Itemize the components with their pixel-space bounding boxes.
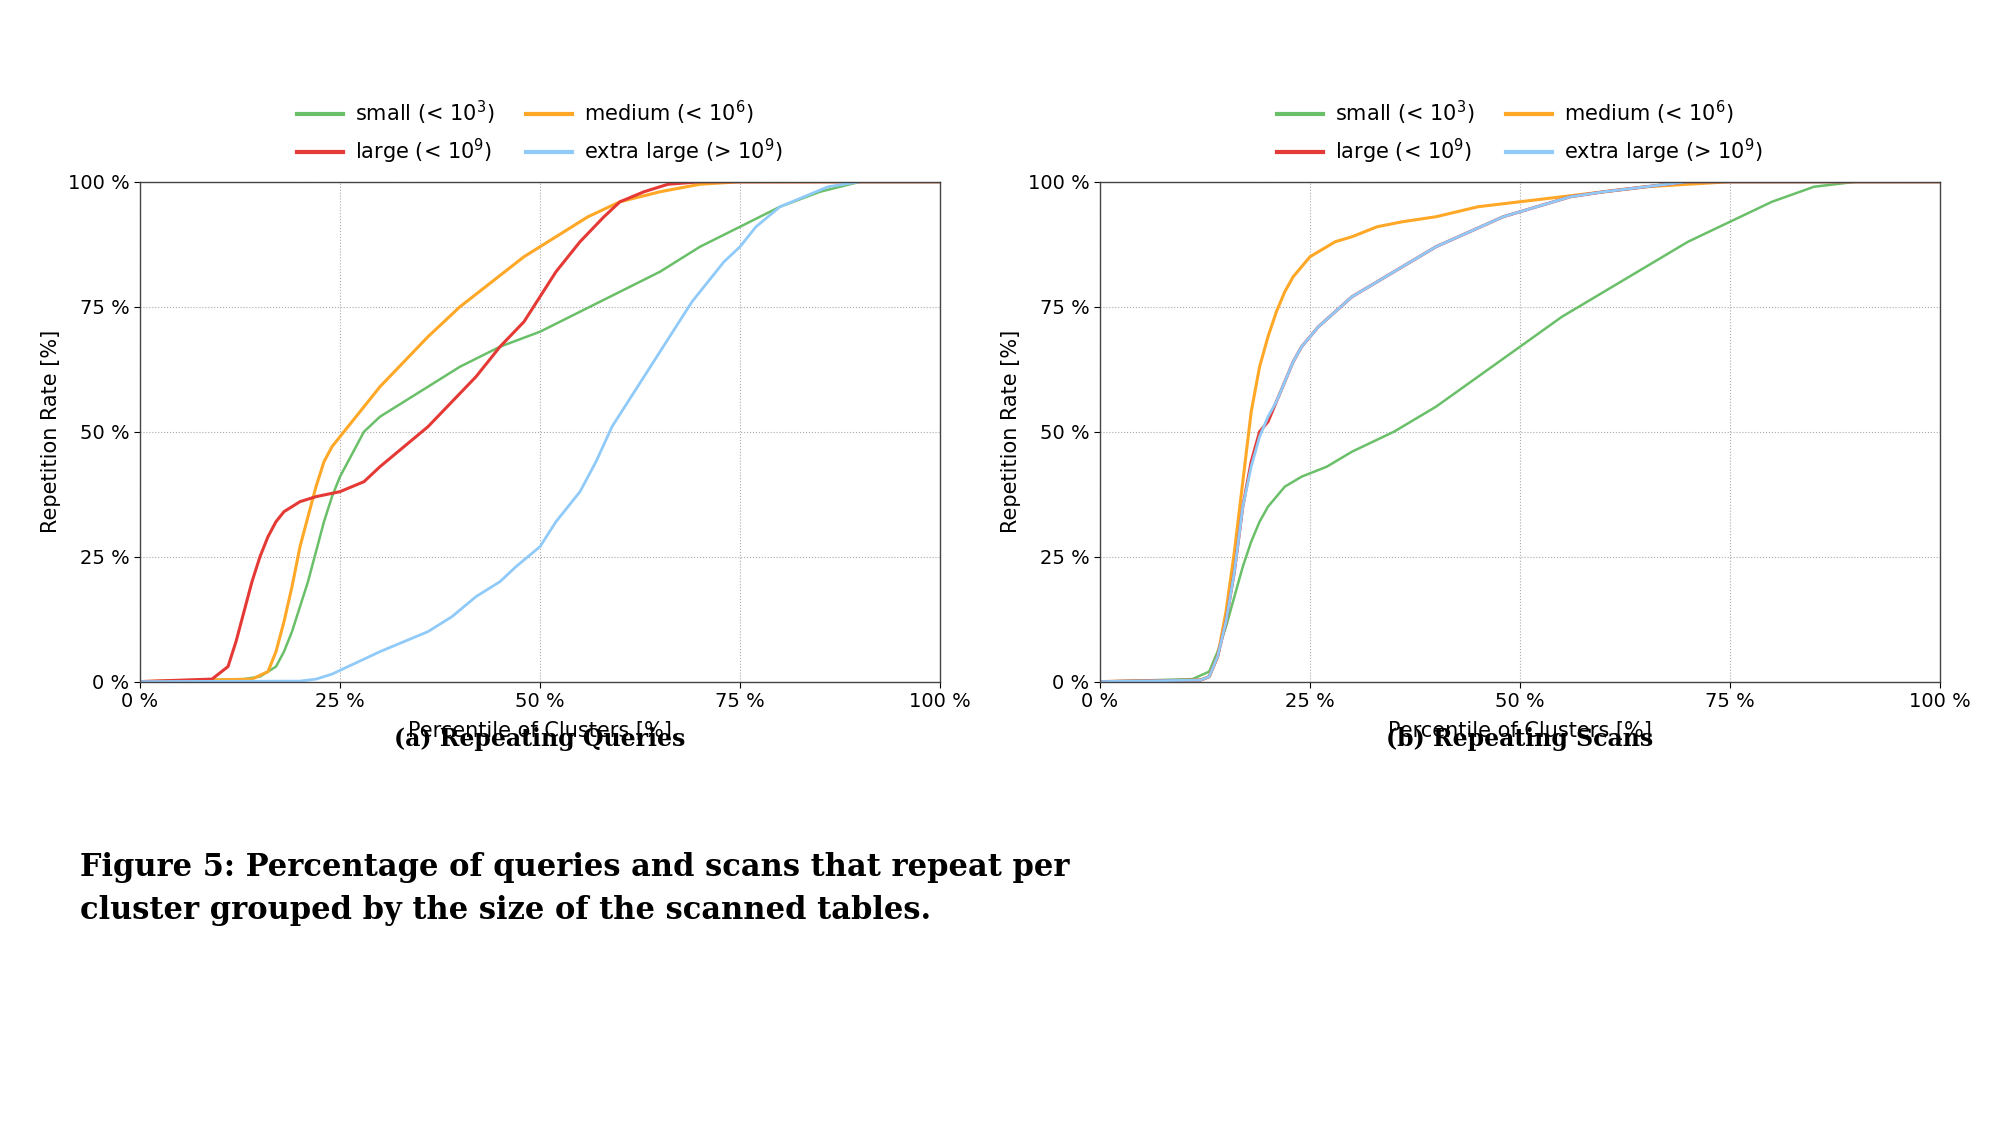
Y-axis label: Repetition Rate [%]: Repetition Rate [%] bbox=[40, 331, 60, 533]
Legend: small (< 10$^3$), large (< 10$^9$), medium (< 10$^6$), extra large (> 10$^9$): small (< 10$^3$), large (< 10$^9$), medi… bbox=[296, 99, 784, 166]
Text: (b) Repeating Scans: (b) Repeating Scans bbox=[1386, 727, 1654, 751]
Text: Figure 5: Percentage of queries and scans that repeat per
cluster grouped by the: Figure 5: Percentage of queries and scan… bbox=[80, 852, 1070, 926]
X-axis label: Percentile of Clusters [%]: Percentile of Clusters [%] bbox=[408, 720, 672, 741]
Y-axis label: Repetition Rate [%]: Repetition Rate [%] bbox=[1000, 331, 1020, 533]
Legend: small (< 10$^3$), large (< 10$^9$), medium (< 10$^6$), extra large (> 10$^9$): small (< 10$^3$), large (< 10$^9$), medi… bbox=[1276, 99, 1764, 166]
X-axis label: Percentile of Clusters [%]: Percentile of Clusters [%] bbox=[1388, 720, 1652, 741]
Text: (a) Repeating Queries: (a) Repeating Queries bbox=[394, 727, 686, 751]
